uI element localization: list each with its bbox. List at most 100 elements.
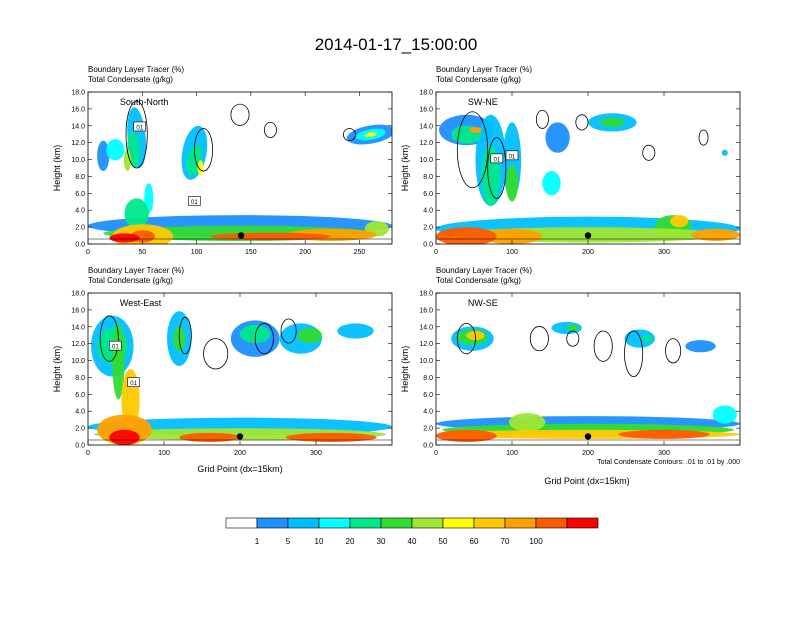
condensate-contour	[642, 144, 656, 161]
tracer-region	[639, 335, 652, 342]
condensate-contour	[203, 338, 229, 370]
colorbar-swatch	[349, 517, 382, 529]
tracer-region	[97, 140, 110, 172]
x-tick-label: 300	[658, 249, 670, 256]
tracer-region	[481, 228, 543, 244]
colorbar-swatch	[473, 517, 506, 529]
panel-subtitle-condensate: Total Condensate (g/kg)	[436, 276, 521, 285]
colorbar-label: 20	[346, 537, 355, 546]
tracer-region	[106, 139, 125, 161]
contour-label-box	[505, 150, 519, 161]
condensate-contour	[698, 129, 709, 146]
contour-label-box	[109, 340, 122, 351]
contour-label: 01	[130, 381, 137, 387]
tracer-region	[124, 198, 149, 229]
panel-subtitle-tracer: Boundary Layer Tracer (%)	[436, 65, 532, 74]
tracer-region	[436, 227, 497, 244]
contour-label: 01	[112, 345, 119, 351]
y-tick-label: 6.0	[75, 191, 85, 198]
condensate-contour	[456, 111, 489, 189]
y-axis-label: Height (km)	[52, 346, 62, 393]
condensate-contour	[487, 137, 507, 199]
y-tick-label: 18.0	[419, 291, 433, 298]
colorbar-label: 1	[255, 537, 260, 546]
panel-name: NW-SE	[468, 298, 498, 308]
condensate-contour	[593, 330, 613, 362]
colorbar: 1 5 10 20 30 40 50 60 70 100	[225, 517, 599, 546]
y-tick-label: 18.0	[419, 90, 433, 97]
tracer-region	[337, 323, 374, 339]
x-tick-label: 150	[245, 249, 257, 256]
tracer-region	[542, 171, 561, 196]
x-axis-label: Grid Point (dx=15km)	[197, 464, 282, 474]
condensate-field: 01 01	[88, 293, 392, 445]
condensate-field	[436, 293, 740, 445]
tracer-region	[600, 117, 625, 127]
tracer-region	[545, 122, 570, 153]
y-tick-label: 14.0	[71, 324, 85, 331]
condensate-contour	[178, 316, 192, 355]
y-tick-label: 6.0	[75, 392, 85, 399]
colorbar-swatch	[256, 517, 289, 529]
tracer-region	[197, 160, 204, 176]
tracer-region	[685, 340, 716, 353]
x-tick-label: 200	[234, 450, 246, 457]
tracer-region	[285, 432, 377, 442]
tracer-region	[436, 429, 497, 442]
y-tick-label: 14.0	[419, 123, 433, 130]
colorbar-label: 30	[377, 537, 386, 546]
x-tick-label: 0	[434, 450, 438, 457]
condensate-contour	[665, 338, 682, 364]
location-marker	[237, 232, 245, 239]
contour-label-box	[133, 121, 146, 132]
y-tick-label: 8.0	[75, 375, 85, 382]
panel-subtitle-condensate: Total Condensate (g/kg)	[88, 75, 173, 84]
condensate-contour	[575, 114, 589, 131]
contour-label: 01	[509, 154, 516, 160]
x-tick-label: 100	[158, 450, 170, 457]
tracer-region	[618, 429, 710, 439]
panel-south-north: Boundary Layer Tracer (%) Total Condensa…	[52, 65, 393, 256]
tracer-region	[712, 405, 737, 424]
condensate-contour	[263, 122, 277, 139]
tracer-region	[364, 132, 377, 138]
y-tick-label: 0.0	[423, 443, 433, 450]
y-tick-label: 12.0	[71, 140, 85, 147]
condensate-contour	[194, 128, 214, 172]
y-axis-label: Height (km)	[52, 145, 62, 192]
condensate-contour	[254, 322, 274, 355]
contour-label: 01	[191, 200, 198, 206]
colorbar-swatch	[535, 517, 568, 529]
condensate-contour	[99, 315, 119, 362]
condensate-contour	[280, 318, 297, 344]
y-tick-label: 4.0	[423, 208, 433, 215]
x-tick-label: 100	[506, 450, 518, 457]
panel-nw-se: Boundary Layer Tracer (%) Total Condensa…	[400, 266, 741, 486]
y-tick-label: 16.0	[71, 106, 85, 113]
contour-label-box	[188, 196, 201, 206]
condensate-contour	[529, 326, 549, 352]
y-tick-label: 6.0	[423, 392, 433, 399]
x-tick-label: 300	[658, 450, 670, 457]
tracer-region	[566, 324, 579, 331]
y-tick-label: 0.0	[423, 242, 433, 249]
y-tick-label: 12.0	[71, 341, 85, 348]
y-tick-label: 4.0	[75, 208, 85, 215]
contour-label-box	[127, 377, 140, 387]
location-marker	[584, 433, 592, 440]
y-tick-label: 16.0	[419, 106, 433, 113]
condensate-contour	[456, 322, 476, 355]
condensate-field: 01 01	[88, 92, 392, 244]
y-tick-label: 10.0	[71, 157, 85, 164]
colorbar-swatch	[287, 517, 320, 529]
colorbar-swatch	[566, 517, 599, 529]
y-tick-label: 8.0	[423, 174, 433, 181]
y-tick-label: 2.0	[75, 426, 85, 433]
condensate-contour	[342, 128, 356, 142]
tracer-region	[469, 126, 482, 134]
tracer-region	[109, 429, 140, 445]
colorbar-label: 10	[315, 537, 324, 546]
panel-name: South-North	[120, 97, 169, 107]
location-marker	[236, 433, 244, 440]
